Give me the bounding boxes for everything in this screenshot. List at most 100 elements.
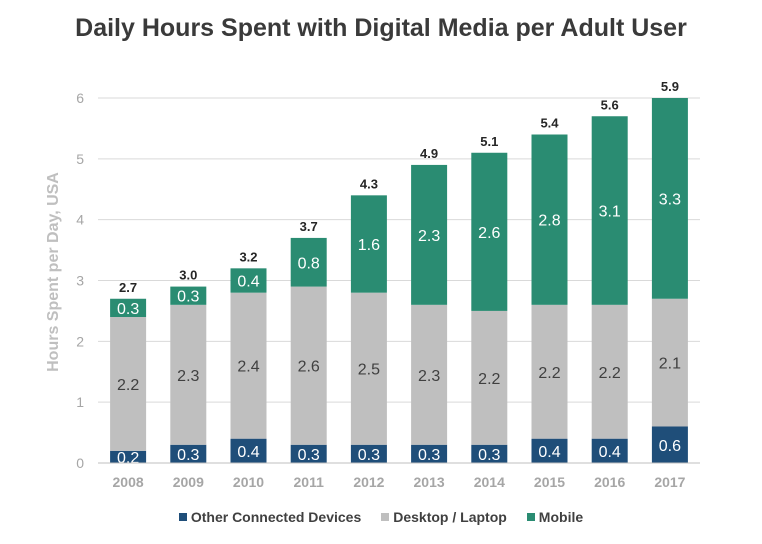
y-tick-label: 2 (76, 333, 84, 349)
x-tick-label: 2011 (294, 474, 325, 490)
bar-segment (230, 268, 267, 293)
data-label: 2.2 (538, 365, 560, 382)
total-label: 5.6 (601, 97, 619, 112)
data-label: 0.8 (298, 255, 320, 272)
total-label: 3.0 (179, 268, 197, 283)
data-label: 0.3 (117, 301, 139, 318)
bar-segment (230, 438, 267, 463)
bar-segment (290, 444, 327, 463)
bar-segment (471, 444, 508, 463)
data-label: 2.5 (358, 362, 380, 379)
legend-label: Other Connected Devices (190, 509, 362, 525)
total-label: 5.1 (480, 134, 498, 149)
bar-segment (110, 298, 147, 317)
total-label: 3.7 (300, 219, 318, 234)
data-label: 0.2 (117, 450, 139, 467)
data-label: 0.3 (298, 447, 320, 464)
data-label: 1.6 (358, 237, 380, 254)
bar-segment (471, 310, 508, 445)
y-tick-label: 4 (76, 212, 84, 228)
bar-segment (110, 450, 147, 463)
axes: 0 1 2 3 4 5 6 2008 2009 2010 2011 2012 2013 2014 2015 2… (76, 90, 700, 490)
bar-segment (350, 444, 387, 463)
y-tick-label: 0 (76, 455, 84, 471)
data-label: 2.2 (478, 371, 500, 388)
bar-segment (411, 164, 448, 305)
legend-label: Mobile (538, 509, 584, 525)
data-label: 0.3 (177, 447, 199, 464)
legend-swatch (526, 513, 535, 521)
data-label: 0.4 (237, 444, 259, 461)
bar-segment (591, 304, 628, 439)
bar-segment (170, 444, 207, 463)
legend-item: Other Connected Devices (178, 509, 362, 525)
legend-swatch (381, 513, 390, 521)
data-label: 2.3 (418, 228, 440, 245)
data-label: 2.6 (298, 359, 320, 376)
legend-swatch (178, 513, 187, 521)
y-tick-label: 3 (76, 273, 84, 289)
x-tick-label: 2014 (474, 474, 505, 490)
bar-segment (411, 304, 448, 445)
y-axis-label: Hours Spent per Day, USA (45, 172, 62, 372)
bar-segment (350, 195, 387, 293)
data-label: 0.3 (177, 289, 199, 306)
data-label: 0.4 (599, 444, 621, 461)
x-tick-label: 2010 (233, 474, 264, 490)
y-tick-label: 1 (76, 394, 84, 410)
x-tick-label: 2017 (654, 474, 685, 490)
data-label: 2.8 (538, 213, 560, 230)
bar-segment (350, 292, 387, 445)
bar-segment (290, 286, 327, 445)
data-label: 3.1 (599, 204, 621, 221)
data-label: 2.6 (478, 225, 500, 242)
legend-label: Desktop / Laptop (393, 509, 507, 525)
data-label: 0.6 (659, 438, 681, 455)
x-tick-label: 2008 (113, 474, 144, 490)
data-label: 2.2 (599, 365, 621, 382)
data-labels: 0.2 2.2 0.3 2.7 0.3 2.3 0.3 3.0 0.4 2.4 0.4 3.2 0.3 2… (117, 79, 681, 467)
legend: Other Connected Devices Desktop / Laptop M… (0, 509, 762, 525)
data-label: 2.3 (418, 368, 440, 385)
total-label: 3.2 (239, 249, 257, 264)
chart-title: Daily Hours Spent with Digital Media per… (75, 14, 687, 42)
data-label: 0.4 (237, 274, 259, 291)
y-tick-label: 6 (76, 90, 84, 106)
bar-segment (531, 134, 568, 305)
bar-segment (411, 444, 448, 463)
bar-segment (591, 116, 628, 305)
legend-item: Mobile (526, 509, 584, 525)
data-label: 0.3 (418, 447, 440, 464)
bar-segment (110, 317, 147, 451)
total-label: 5.4 (540, 116, 559, 131)
total-label: 4.9 (420, 146, 438, 161)
data-label: 0.3 (358, 447, 380, 464)
bar-segment (591, 438, 628, 463)
data-label: 2.2 (117, 377, 139, 394)
bar-segment (651, 298, 688, 427)
bar-segment (531, 304, 568, 439)
data-label: 0.4 (538, 444, 560, 461)
bar-segment (651, 98, 688, 299)
bar-segment (290, 237, 327, 287)
total-label: 2.7 (119, 280, 137, 295)
total-label: 4.3 (360, 176, 378, 191)
data-label: 2.1 (659, 356, 681, 373)
bar-segment (471, 152, 508, 311)
bar-segment (230, 292, 267, 439)
bar-segment (651, 426, 688, 463)
bar-segment (170, 286, 207, 305)
x-tick-label: 2016 (594, 474, 625, 490)
bar-segment (170, 304, 207, 445)
data-label: 2.3 (177, 368, 199, 385)
x-tick-label: 2009 (173, 474, 204, 490)
legend-item: Desktop / Laptop (381, 509, 507, 525)
x-tick-label: 2013 (414, 474, 445, 490)
bars (110, 98, 688, 463)
x-tick-label: 2015 (534, 474, 565, 490)
data-label: 3.3 (659, 191, 681, 208)
x-tick-label: 2012 (353, 474, 384, 490)
data-label: 0.3 (478, 447, 500, 464)
total-label: 5.9 (661, 79, 679, 94)
